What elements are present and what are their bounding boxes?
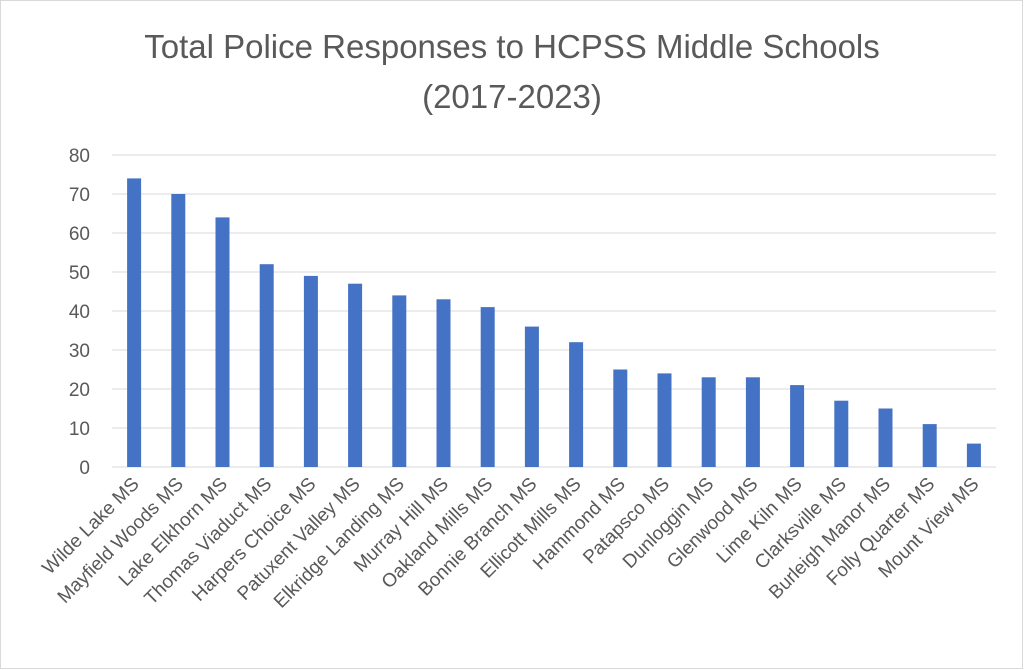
bar-14 bbox=[701, 377, 716, 467]
y-tick-label: 20 bbox=[69, 380, 90, 401]
bar-18 bbox=[878, 408, 893, 467]
bar-13 bbox=[657, 373, 672, 467]
bar-19 bbox=[922, 424, 937, 467]
bar-5 bbox=[303, 275, 318, 467]
y-axis-tick-labels: 0 10 20 30 40 50 60 70 80 bbox=[69, 146, 90, 479]
bar-6 bbox=[348, 283, 363, 467]
y-tick-label: 80 bbox=[69, 146, 90, 167]
bar-9 bbox=[480, 307, 495, 467]
bar-8 bbox=[436, 299, 451, 467]
chart-title-line-2: (2017-2023) bbox=[422, 78, 602, 115]
bar-10 bbox=[524, 326, 539, 467]
y-tick-label: 0 bbox=[79, 458, 90, 479]
y-tick-label: 70 bbox=[69, 185, 90, 206]
gridlines bbox=[112, 154, 996, 468]
y-tick-label: 60 bbox=[69, 224, 90, 245]
y-tick-label: 50 bbox=[69, 263, 90, 284]
bar-3 bbox=[215, 217, 230, 467]
bar-1 bbox=[127, 178, 142, 467]
bar-20 bbox=[966, 443, 981, 467]
bars bbox=[127, 178, 981, 467]
chart-title: Total Police Responses to HCPSS Middle S… bbox=[0, 22, 1024, 122]
bar-4 bbox=[259, 264, 274, 467]
y-tick-label: 40 bbox=[69, 302, 90, 323]
bar-2 bbox=[171, 194, 186, 467]
y-tick-label: 10 bbox=[69, 419, 90, 440]
bar-15 bbox=[745, 377, 760, 467]
bar-17 bbox=[834, 400, 849, 467]
bar-12 bbox=[613, 369, 628, 467]
y-tick-label: 30 bbox=[69, 341, 90, 362]
chart-title-line-1: Total Police Responses to HCPSS Middle S… bbox=[144, 28, 880, 65]
bar-16 bbox=[790, 385, 805, 467]
bar-7 bbox=[392, 295, 407, 467]
bar-11 bbox=[569, 342, 584, 467]
